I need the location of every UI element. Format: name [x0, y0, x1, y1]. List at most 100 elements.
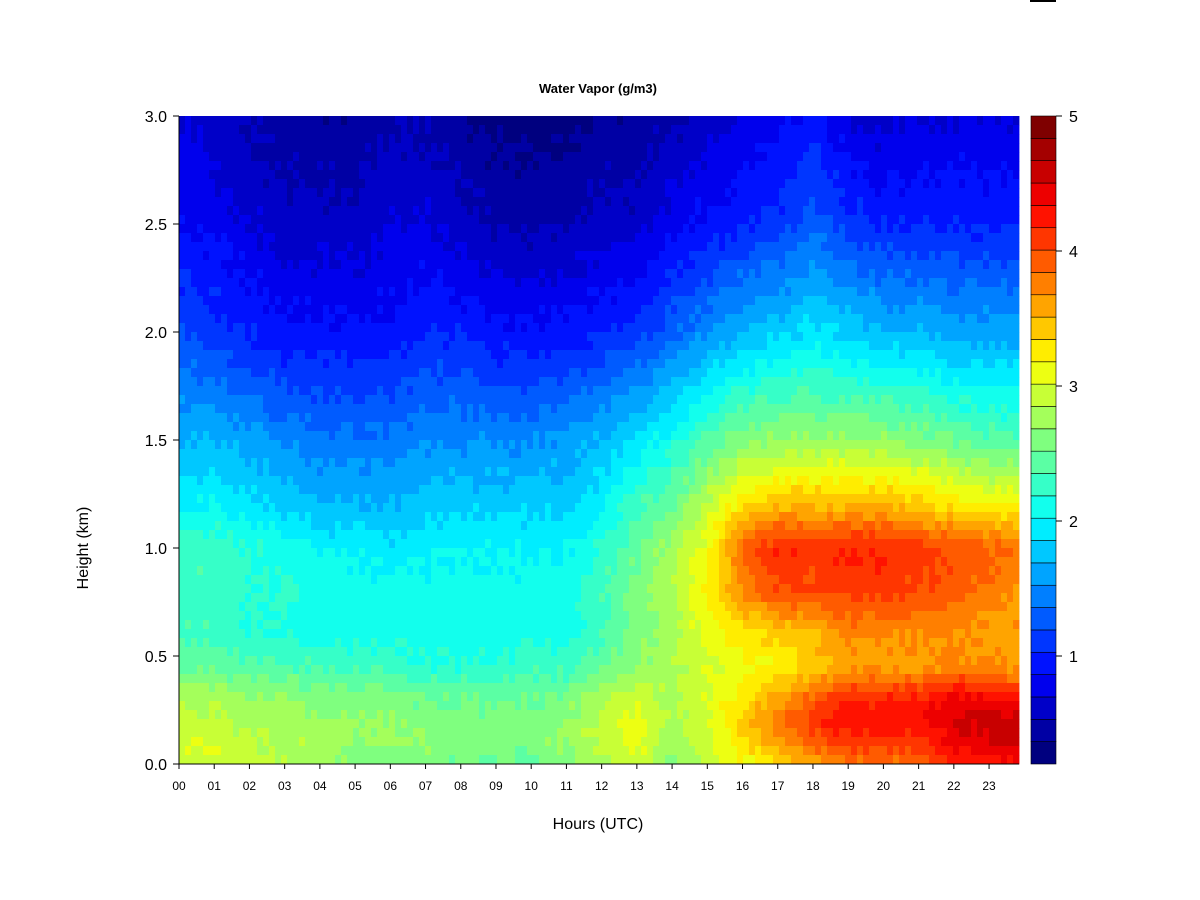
heatmap-cell	[407, 269, 414, 279]
heatmap-cell	[437, 260, 444, 270]
heatmap-cell	[701, 386, 708, 396]
heatmap-cell	[365, 305, 372, 315]
heatmap-cell	[989, 251, 996, 261]
heatmap-cell	[389, 296, 396, 306]
heatmap-cell	[587, 161, 594, 171]
heatmap-cell	[461, 224, 468, 234]
heatmap-cell	[995, 413, 1002, 423]
heatmap-cell	[977, 242, 984, 252]
heatmap-cell	[797, 386, 804, 396]
heatmap-cell	[209, 314, 216, 324]
heatmap-cell	[695, 260, 702, 270]
heatmap-cell	[239, 206, 246, 216]
heatmap-cell	[593, 431, 600, 441]
heatmap-cell	[659, 251, 666, 261]
heatmap-cell	[641, 188, 648, 198]
heatmap-cell	[905, 251, 912, 261]
heatmap-cell	[341, 332, 348, 342]
heatmap-cell	[551, 368, 558, 378]
heatmap-cell	[731, 413, 738, 423]
heatmap-cell	[815, 134, 822, 144]
heatmap-cell	[323, 170, 330, 180]
heatmap-cell	[815, 161, 822, 171]
heatmap-cell	[599, 395, 606, 405]
heatmap-cell	[743, 143, 750, 153]
heatmap-cell	[239, 296, 246, 306]
heatmap-cell	[839, 215, 846, 225]
heatmap-cell	[521, 359, 528, 369]
heatmap-cell	[377, 125, 384, 135]
heatmap-cell	[635, 314, 642, 324]
heatmap-cell	[539, 422, 546, 432]
heatmap-cell	[563, 422, 570, 432]
heatmap-cell	[185, 368, 192, 378]
heatmap-cell	[353, 269, 360, 279]
heatmap-cell	[749, 341, 756, 351]
heatmap-cell	[341, 134, 348, 144]
heatmap-cell	[749, 296, 756, 306]
heatmap-cell	[797, 350, 804, 360]
heatmap-cell	[827, 197, 834, 207]
heatmap-cell	[713, 170, 720, 180]
heatmap-cell	[761, 179, 768, 189]
heatmap-cell	[755, 287, 762, 297]
heatmap-cell	[917, 260, 924, 270]
heatmap-cell	[845, 305, 852, 315]
heatmap-cell	[341, 179, 348, 189]
heatmap-cell	[593, 269, 600, 279]
heatmap-cell	[971, 296, 978, 306]
heatmap-cell	[929, 422, 936, 432]
heatmap-cell	[467, 323, 474, 333]
heatmap-cell	[647, 395, 654, 405]
heatmap-cell	[455, 206, 462, 216]
heatmap-cell	[989, 278, 996, 288]
heatmap-cell	[533, 134, 540, 144]
heatmap-cell	[755, 197, 762, 207]
heatmap-cell	[773, 260, 780, 270]
heatmap-cell	[899, 260, 906, 270]
heatmap-cell	[785, 323, 792, 333]
heatmap-cell	[941, 395, 948, 405]
heatmap-cell	[995, 170, 1002, 180]
heatmap-cell	[197, 260, 204, 270]
heatmap-cell	[671, 404, 678, 414]
heatmap-cell	[857, 296, 864, 306]
heatmap-cell	[743, 206, 750, 216]
heatmap-cell	[419, 188, 426, 198]
heatmap-cell	[821, 161, 828, 171]
heatmap-cell	[725, 278, 732, 288]
heatmap-cell	[749, 260, 756, 270]
heatmap-cell	[413, 404, 420, 414]
heatmap-cell	[203, 206, 210, 216]
heatmap-cell	[953, 278, 960, 288]
heatmap-cell	[953, 368, 960, 378]
heatmap-cell	[707, 395, 714, 405]
heatmap-cell	[305, 251, 312, 261]
heatmap-cell	[395, 143, 402, 153]
heatmap-cell	[767, 395, 774, 405]
heatmap-cell	[785, 269, 792, 279]
heatmap-cell	[635, 341, 642, 351]
heatmap-cell	[227, 395, 234, 405]
heatmap-cell	[341, 395, 348, 405]
heatmap-cell	[659, 341, 666, 351]
heatmap-cell	[305, 314, 312, 324]
heatmap-cell	[329, 179, 336, 189]
heatmap-cell	[377, 242, 384, 252]
heatmap-cell	[731, 368, 738, 378]
heatmap-cell	[695, 206, 702, 216]
heatmap-cell	[845, 269, 852, 279]
heatmap-cell	[755, 251, 762, 261]
heatmap-cell	[455, 260, 462, 270]
heatmap-cell	[539, 413, 546, 423]
heatmap-cell	[797, 242, 804, 252]
heatmap-cell	[275, 341, 282, 351]
heatmap-cell	[605, 278, 612, 288]
heatmap-cell	[635, 413, 642, 423]
heatmap-cell	[569, 287, 576, 297]
heatmap-cell	[365, 341, 372, 351]
heatmap-cell	[899, 161, 906, 171]
heatmap-cell	[425, 206, 432, 216]
heatmap-cell	[257, 332, 264, 342]
heatmap-cell	[641, 305, 648, 315]
